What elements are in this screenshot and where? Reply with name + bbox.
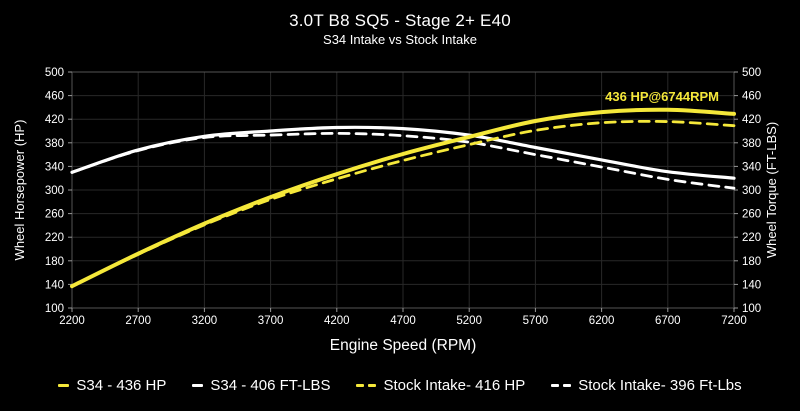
y-axis-tick-label-left: 260	[45, 209, 64, 221]
legend-item-s34-hp: S34 - 436 HP	[58, 377, 166, 394]
peak-hp-annotation: 436 HP@6744RPM	[605, 89, 719, 104]
legend-dash	[192, 383, 204, 387]
y-axis-tick-label-right: 420	[742, 114, 761, 126]
x-axis-tick-label: 4700	[390, 315, 416, 327]
legend-dash	[368, 383, 377, 387]
legend-label: Stock Intake- 416 HP	[383, 376, 526, 394]
y-axis-tick-label-right: 300	[742, 185, 761, 197]
y-axis-tick-label-right: 260	[742, 209, 761, 221]
y-axis-tick-label-right: 380	[742, 138, 761, 150]
legend-marker-s34-tq	[192, 383, 204, 387]
y-axis-tick-label-left: 460	[45, 91, 64, 103]
y-axis-tick-label-left: 420	[45, 114, 64, 126]
y-axis-tick-label-left: 100	[45, 303, 64, 315]
x-axis-tick-label: 3200	[192, 315, 218, 327]
x-axis-tick-label: 2200	[59, 315, 85, 327]
y-axis-tick-label-left: 340	[45, 161, 64, 173]
legend-dash	[551, 383, 560, 387]
legend-item-stock-hp: Stock Intake- 416 HP	[356, 377, 525, 394]
y-axis-tick-label-left: 180	[45, 256, 64, 268]
y-axis-tick-label-left: 380	[45, 138, 64, 150]
y-axis-tick-label-left: 220	[45, 232, 64, 244]
legend-marker-s34-hp	[58, 383, 70, 387]
legend: S34 - 436 HP S34 - 406 FT-LBS Stock Inta…	[0, 369, 800, 401]
y-axis-tick-label-left: 300	[45, 185, 64, 197]
x-axis-tick-label: 4200	[324, 315, 350, 327]
series-curve-0	[70, 107, 736, 289]
chart-title: 3.0T B8 SQ5 - Stage 2+ E40	[289, 11, 511, 30]
legend-marker-stock-tq	[551, 383, 572, 387]
x-axis-tick-label: 6200	[589, 315, 615, 327]
chart-header: 3.0T B8 SQ5 - Stage 2+ E40 S34 Intake vs…	[0, 10, 800, 48]
x-axis-tick-label: 3700	[258, 315, 284, 327]
legend-item-stock-tq: Stock Intake- 396 Ft-Lbs	[551, 376, 742, 394]
legend-label: S34 - 436 HP	[76, 376, 167, 394]
y-axis-tick-label-right: 140	[742, 279, 761, 291]
legend-dash	[563, 383, 572, 387]
y-axis-tick-label-right: 180	[742, 256, 761, 268]
chart-subtitle: S34 Intake vs Stock Intake	[323, 32, 477, 47]
legend-dash	[58, 383, 70, 387]
legend-marker-stock-hp	[356, 383, 377, 387]
y-axis-title-left: Wheel Horsepower (HP)	[12, 120, 27, 261]
legend-item-s34-tq: S34 - 406 FT-LBS	[192, 377, 330, 394]
x-axis-tick-label: 6700	[655, 315, 681, 327]
x-axis-tick-label: 5700	[523, 315, 549, 327]
x-axis-title: Engine Speed (RPM)	[330, 337, 476, 354]
y-axis-tick-label-right: 500	[742, 67, 761, 79]
x-axis-tick-label: 5200	[456, 315, 482, 327]
y-axis-title-right: Wheel Torque (FT-LBS)	[764, 122, 779, 258]
y-axis-tick-label-left: 140	[45, 279, 64, 291]
y-axis-tick-label-right: 460	[742, 91, 761, 103]
y-axis-tick-label-right: 220	[742, 232, 761, 244]
series-curve-1	[70, 125, 736, 180]
x-axis-tick-label: 2700	[125, 315, 151, 327]
y-axis-tick-label-right: 340	[742, 161, 761, 173]
legend-label: S34 - 406 FT-LBS	[210, 376, 331, 394]
legend-label: Stock Intake- 396 Ft-Lbs	[578, 376, 742, 394]
x-axis-tick-label: 7200	[721, 315, 747, 327]
legend-dash	[356, 383, 365, 387]
y-axis-tick-label-left: 500	[45, 67, 64, 79]
y-axis-tick-label-right: 100	[742, 303, 761, 315]
